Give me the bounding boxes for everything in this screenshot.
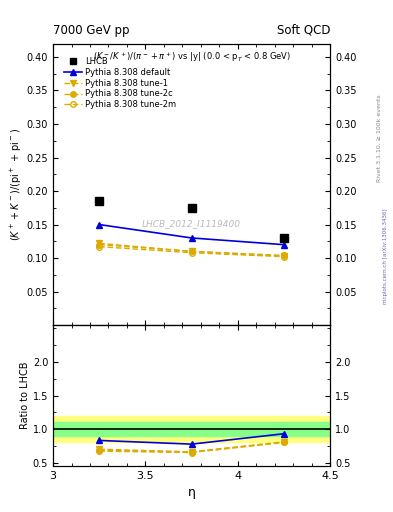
X-axis label: η: η bbox=[187, 486, 196, 499]
Legend: LHCB, Pythia 8.308 default, Pythia 8.308 tune-1, Pythia 8.308 tune-2c, Pythia 8.: LHCB, Pythia 8.308 default, Pythia 8.308… bbox=[63, 56, 177, 110]
Bar bbox=[53, 422, 330, 436]
Bar bbox=[53, 416, 330, 442]
Y-axis label: $(K^+ + K^-)$/(pi$^+$ + pi$^-$): $(K^+ + K^-)$/(pi$^+$ + pi$^-$) bbox=[9, 128, 24, 241]
Text: 7000 GeV pp: 7000 GeV pp bbox=[53, 24, 130, 37]
Text: Rivet 3.1.10, ≥ 100k events: Rivet 3.1.10, ≥ 100k events bbox=[377, 94, 382, 182]
Text: Soft QCD: Soft QCD bbox=[277, 24, 330, 37]
Y-axis label: Ratio to LHCB: Ratio to LHCB bbox=[20, 362, 30, 429]
Text: $(K^-/K^+)/(\pi^-+\pi^+)$ vs |y| (0.0 < p$_T$ < 0.8 GeV): $(K^-/K^+)/(\pi^-+\pi^+)$ vs |y| (0.0 < … bbox=[92, 51, 291, 65]
Text: LHCB_2012_I1119400: LHCB_2012_I1119400 bbox=[142, 219, 241, 228]
Text: mcplots.cern.ch [arXiv:1306.3436]: mcplots.cern.ch [arXiv:1306.3436] bbox=[383, 208, 387, 304]
